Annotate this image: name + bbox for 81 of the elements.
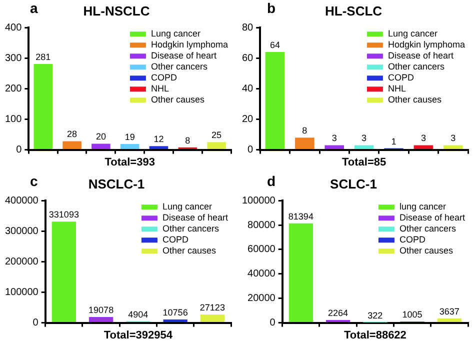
y-tick-label: 40	[242, 83, 254, 94]
legend-label: Other cancers	[150, 62, 208, 72]
data-label: 28	[67, 129, 78, 140]
legend-label: Hodgkin lymphoma	[150, 40, 228, 50]
data-label: 10756	[162, 308, 188, 318]
data-label: 64	[270, 40, 280, 50]
y-tick-label: 100	[4, 114, 22, 125]
y-tick-label: 300000	[4, 226, 39, 237]
legend-label: Lung cancer	[388, 28, 438, 39]
data-label: 2264	[328, 308, 348, 318]
legend-label: Other cancers	[162, 224, 220, 234]
y-tick-label: 100000	[242, 195, 276, 206]
data-label: 12	[154, 134, 164, 144]
legend-label: Other cancers	[399, 224, 456, 234]
legend-label: Disease of heart	[399, 212, 466, 223]
data-label: 27123	[200, 302, 225, 312]
y-tick-label: 0	[32, 318, 39, 329]
legend-label: Other causes	[399, 246, 454, 256]
legend-label: Disease of heart	[150, 50, 217, 61]
legend-label: Other causes	[388, 94, 442, 105]
data-label: 8	[185, 135, 190, 146]
data-label: 19	[124, 132, 135, 142]
data-label: 81394	[288, 211, 314, 222]
y-tick-label: 300	[4, 52, 22, 64]
y-tick-label: 80000	[248, 220, 276, 231]
data-label: 20	[96, 132, 106, 142]
legend-label: Other cancers	[388, 62, 445, 72]
chart-title: SCLC-1	[330, 176, 377, 192]
legend-label: Other causes	[162, 246, 216, 256]
y-tick-label: 0	[270, 318, 276, 329]
y-tick-label: 100000	[4, 287, 39, 298]
chart-title: HL-SCLC	[324, 3, 383, 18]
data-label: 3	[332, 133, 337, 144]
data-label: 1005	[402, 310, 422, 320]
data-label: 3637	[439, 306, 460, 316]
text: c	[30, 172, 38, 189]
data-label: 19078	[88, 304, 114, 315]
y-tick-label: 0	[16, 144, 22, 156]
y-tick-label: 20000	[248, 293, 276, 304]
legend-label: Disease of heart	[388, 50, 454, 61]
legend-label: NHL	[150, 84, 169, 94]
y-tick-label: 400	[4, 22, 22, 34]
legend-label: COPD	[162, 234, 189, 245]
x-axis-title: Total=85	[342, 156, 386, 168]
data-label: 322	[368, 310, 383, 320]
chart-title: HL-NSCLC	[83, 3, 150, 18]
legend-label: COPD	[399, 234, 426, 245]
legend-label: COPD	[150, 72, 178, 83]
y-tick-label: 40000	[248, 268, 276, 280]
y-tick-label: 20	[242, 114, 254, 125]
chart-title: NSCLC-1	[88, 176, 145, 192]
legend-label: Lung cancer	[162, 202, 212, 212]
y-tick-label: 60	[242, 52, 254, 64]
data-label: 281	[36, 52, 51, 62]
legend-label: Disease of heart	[162, 212, 228, 223]
data-label: 4904	[128, 309, 148, 320]
data-label: 3	[450, 133, 456, 144]
y-tick-label: 400000	[4, 195, 39, 206]
text: b	[267, 0, 276, 16]
text: a	[30, 0, 38, 16]
legend-label: NHL	[388, 84, 406, 94]
y-tick-label: 200	[4, 83, 22, 94]
data-label: 25	[212, 130, 222, 140]
y-tick-label: 200000	[4, 256, 39, 268]
y-tick-label: 60000	[248, 244, 276, 256]
legend-label: Hodgkin lymphoma	[388, 40, 466, 50]
y-tick-label: 80	[242, 22, 254, 34]
x-axis-title: Total=393	[104, 156, 155, 168]
data-label: 1	[391, 136, 396, 146]
data-label: 8	[302, 126, 308, 136]
data-label: 3	[420, 133, 426, 144]
x-axis-title: Total=88622	[344, 329, 406, 342]
data-label: 331093	[48, 210, 79, 220]
legend-label: COPD	[388, 72, 414, 83]
legend-label: Other causes	[150, 94, 205, 105]
legend-label: Lung cancer	[150, 28, 201, 39]
legend-label: lung cancer	[399, 202, 446, 212]
x-axis-title: Total=392954	[104, 329, 174, 342]
text: d	[267, 172, 276, 189]
y-tick-label: 0	[248, 144, 254, 156]
data-label: 3	[362, 133, 367, 144]
